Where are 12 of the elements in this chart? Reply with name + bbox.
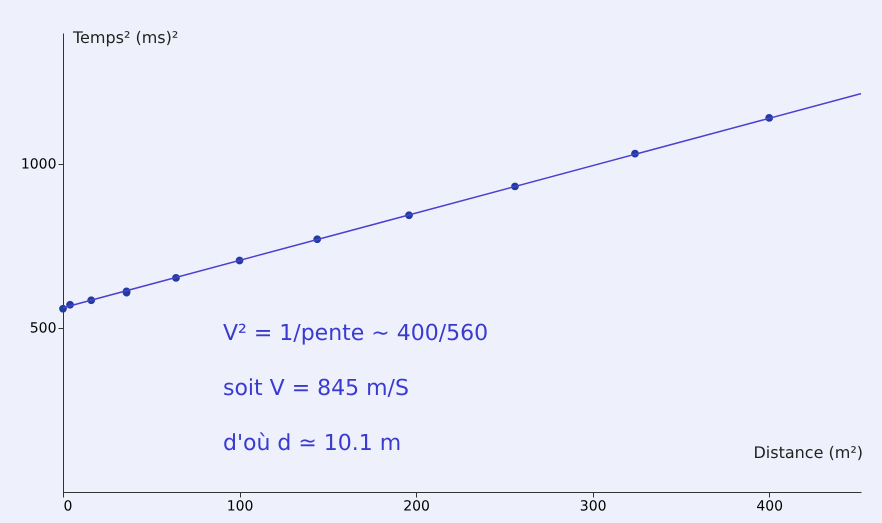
x-tick-label: 200 xyxy=(403,498,430,514)
annotation: soit V = 845 m/S xyxy=(223,376,409,401)
x-tick-label: 100 xyxy=(226,498,254,514)
x-tick-label: 0 xyxy=(64,498,72,514)
annotation: V² = 1/pente ~ 400/560 xyxy=(223,321,488,346)
y-axis-title: Temps² (ms)² xyxy=(72,28,178,47)
y-tick-label: 1000 xyxy=(20,156,56,173)
annotation: d'où d ≃ 10.1 m xyxy=(223,431,402,456)
y-tick-label: 500 xyxy=(30,320,56,337)
x-tick-label: 300 xyxy=(580,498,607,514)
x-tick-label: 400 xyxy=(756,498,784,514)
x-axis-title: Distance (m²) xyxy=(753,443,863,462)
